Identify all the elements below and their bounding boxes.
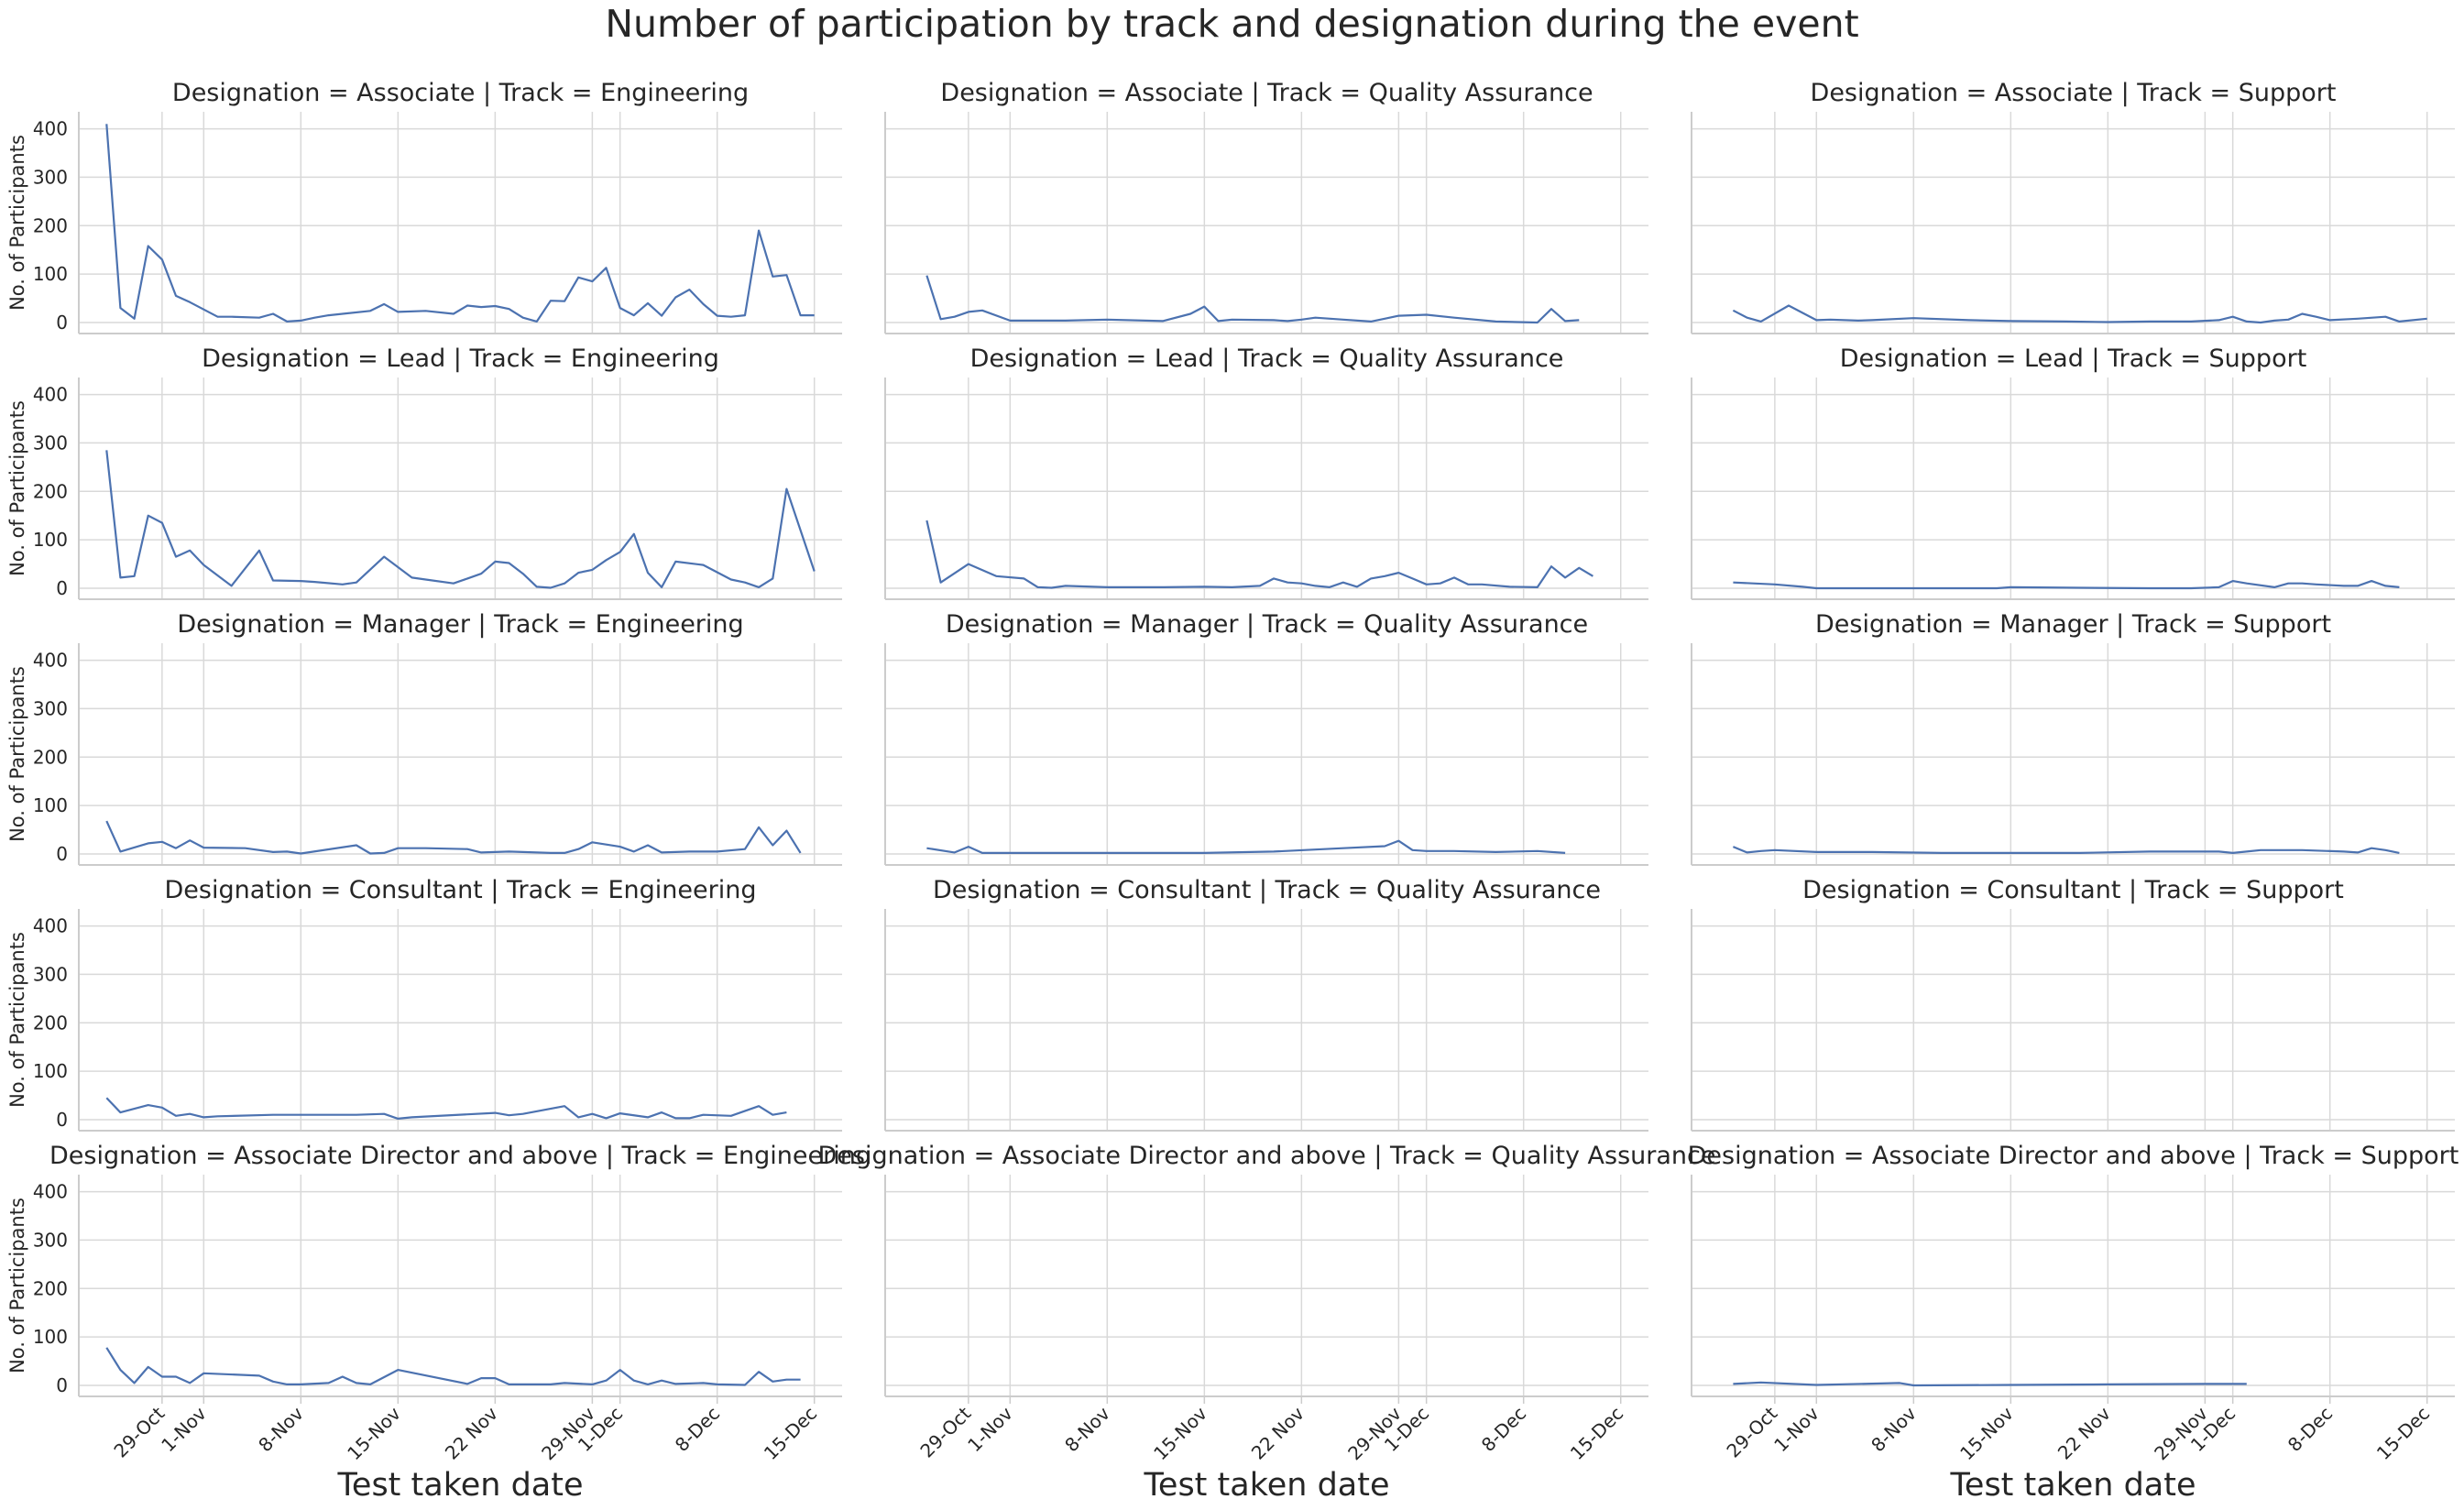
facet-panel: Designation = Associate Director and abo… (1688, 1142, 2459, 1504)
y-tick-label: 200 (33, 1012, 68, 1034)
x-tick-label: 1-Nov (157, 1402, 211, 1456)
y-axis-label: No. of Participants (6, 1198, 28, 1373)
y-tick-label: 0 (56, 843, 68, 865)
facet-panel: Designation = Consultant | Track = Engin… (6, 876, 842, 1132)
series-line (1733, 579, 2400, 590)
x-tick-label: 29-Oct (915, 1402, 975, 1461)
y-axis-label: No. of Participants (6, 400, 28, 576)
x-tick-label: 15-Dec (1566, 1403, 1627, 1464)
facet-panel: Designation = Associate | Track = Qualit… (884, 79, 1648, 334)
panel-title: Designation = Associate Director and abo… (818, 1142, 1716, 1170)
panel-title: Designation = Associate | Track = Suppor… (1811, 79, 2337, 107)
y-tick-label: 100 (33, 1326, 68, 1348)
y-tick-label: 400 (33, 118, 68, 140)
series-line (105, 1347, 801, 1386)
y-tick-label: 300 (33, 697, 68, 719)
panel-title: Designation = Consultant | Track = Quali… (933, 876, 1601, 904)
series-line (105, 1097, 787, 1121)
x-tick-label: 1-Nov (1769, 1402, 1823, 1456)
y-tick-label: 0 (56, 1374, 68, 1396)
facet-panel: Designation = Consultant | Track = Quali… (884, 876, 1648, 1132)
x-tick-label: 29-Oct (1722, 1402, 1781, 1461)
panel-title: Designation = Manager | Track = Quality … (946, 610, 1588, 639)
y-tick-label: 300 (33, 963, 68, 985)
panel-title: Designation = Manager | Track = Support (1815, 610, 2331, 639)
y-tick-label: 200 (33, 480, 68, 502)
x-tick-label: 8-Dec (1477, 1403, 1530, 1456)
x-axis-label: Test taken date (1143, 1467, 1389, 1504)
chart-title: Number of participation by track and des… (605, 2, 1859, 46)
panel-title: Designation = Associate Director and abo… (1688, 1142, 2459, 1170)
y-tick-label: 400 (33, 1181, 68, 1203)
y-tick-label: 100 (33, 794, 68, 816)
y-tick-label: 300 (33, 432, 68, 454)
x-tick-label: 15-Nov (1955, 1402, 2018, 1464)
facet-panel: Designation = Consultant | Track = Suppo… (1691, 876, 2455, 1132)
x-axis-label: Test taken date (336, 1467, 583, 1504)
panel-title: Designation = Associate | Track = Qualit… (940, 79, 1593, 107)
x-tick-label: 15-Nov (343, 1402, 405, 1464)
x-tick-label: 29-Oct (109, 1402, 169, 1461)
facet-panel: Designation = Lead | Track = Quality Ass… (884, 345, 1648, 600)
panel-title: Designation = Associate | Track = Engine… (172, 79, 749, 107)
facet-panel: Designation = Lead | Track = Support (1691, 345, 2455, 600)
panel-title: Designation = Lead | Track = Quality Ass… (970, 345, 1564, 373)
x-tick-label: 8-Nov (254, 1402, 308, 1456)
y-axis-label: No. of Participants (6, 135, 28, 311)
facet-panel: Designation = Lead | Track = Engineering… (6, 345, 842, 600)
panel-title: Designation = Associate Director and abo… (49, 1142, 871, 1170)
facet-panel: Designation = Associate | Track = Suppor… (1691, 79, 2455, 334)
x-tick-label: 1-Nov (963, 1402, 1017, 1456)
y-tick-label: 0 (56, 577, 68, 599)
y-tick-label: 300 (33, 166, 68, 188)
series-line (1732, 304, 2427, 324)
facet-panel: Designation = Manager | Track = Support (1691, 610, 2455, 866)
x-tick-label: 8-Nov (1867, 1402, 1921, 1456)
x-tick-label: 15-Nov (1149, 1402, 1211, 1464)
y-tick-label: 0 (56, 1109, 68, 1131)
x-tick-label: 15-Dec (760, 1403, 821, 1464)
x-tick-label: 22 Nov (2053, 1402, 2115, 1463)
x-tick-label: 22 Nov (441, 1402, 502, 1463)
y-tick-label: 100 (33, 1060, 68, 1082)
panel-title: Designation = Consultant | Track = Suppo… (1802, 876, 2344, 904)
facet-panel: Designation = Associate Director and abo… (6, 1142, 871, 1504)
series-line (105, 820, 802, 855)
series-line (926, 839, 1566, 855)
x-tick-label: 22 Nov (1247, 1402, 1309, 1463)
x-tick-label: 8-Dec (671, 1403, 724, 1456)
panel-title: Designation = Lead | Track = Engineering (202, 345, 719, 373)
series-line (1733, 1381, 2247, 1387)
y-axis-label: No. of Participants (6, 666, 28, 842)
panel-title: Designation = Consultant | Track = Engin… (165, 876, 757, 904)
x-tick-label: 8-Nov (1060, 1402, 1114, 1456)
series-line (925, 275, 1580, 324)
x-axis-label: Test taken date (1949, 1467, 2196, 1504)
y-tick-label: 400 (33, 650, 68, 672)
y-tick-label: 400 (33, 384, 68, 406)
y-tick-label: 0 (56, 312, 68, 334)
y-tick-label: 100 (33, 263, 68, 285)
y-axis-label: No. of Participants (6, 932, 28, 1108)
y-tick-label: 200 (33, 214, 68, 236)
x-tick-label: 8-Dec (2283, 1403, 2337, 1456)
y-tick-label: 300 (33, 1229, 68, 1251)
panel-title: Designation = Manager | Track = Engineer… (177, 610, 743, 639)
x-tick-label: 15-Dec (2372, 1403, 2434, 1464)
y-tick-label: 100 (33, 529, 68, 551)
panel-title: Designation = Lead | Track = Support (1840, 345, 2307, 373)
series-line (105, 124, 815, 323)
facet-panel: Designation = Associate Director and abo… (818, 1142, 1716, 1504)
y-tick-label: 200 (33, 746, 68, 768)
series-line (925, 520, 1593, 589)
y-tick-label: 400 (33, 915, 68, 937)
series-line (105, 450, 816, 589)
facet-panel: Designation = Manager | Track = Engineer… (6, 610, 842, 866)
facet-panel: Designation = Associate | Track = Engine… (6, 79, 842, 334)
facet-panel: Designation = Manager | Track = Quality … (884, 610, 1648, 866)
series-line (1732, 846, 2400, 855)
y-tick-label: 200 (33, 1277, 68, 1299)
